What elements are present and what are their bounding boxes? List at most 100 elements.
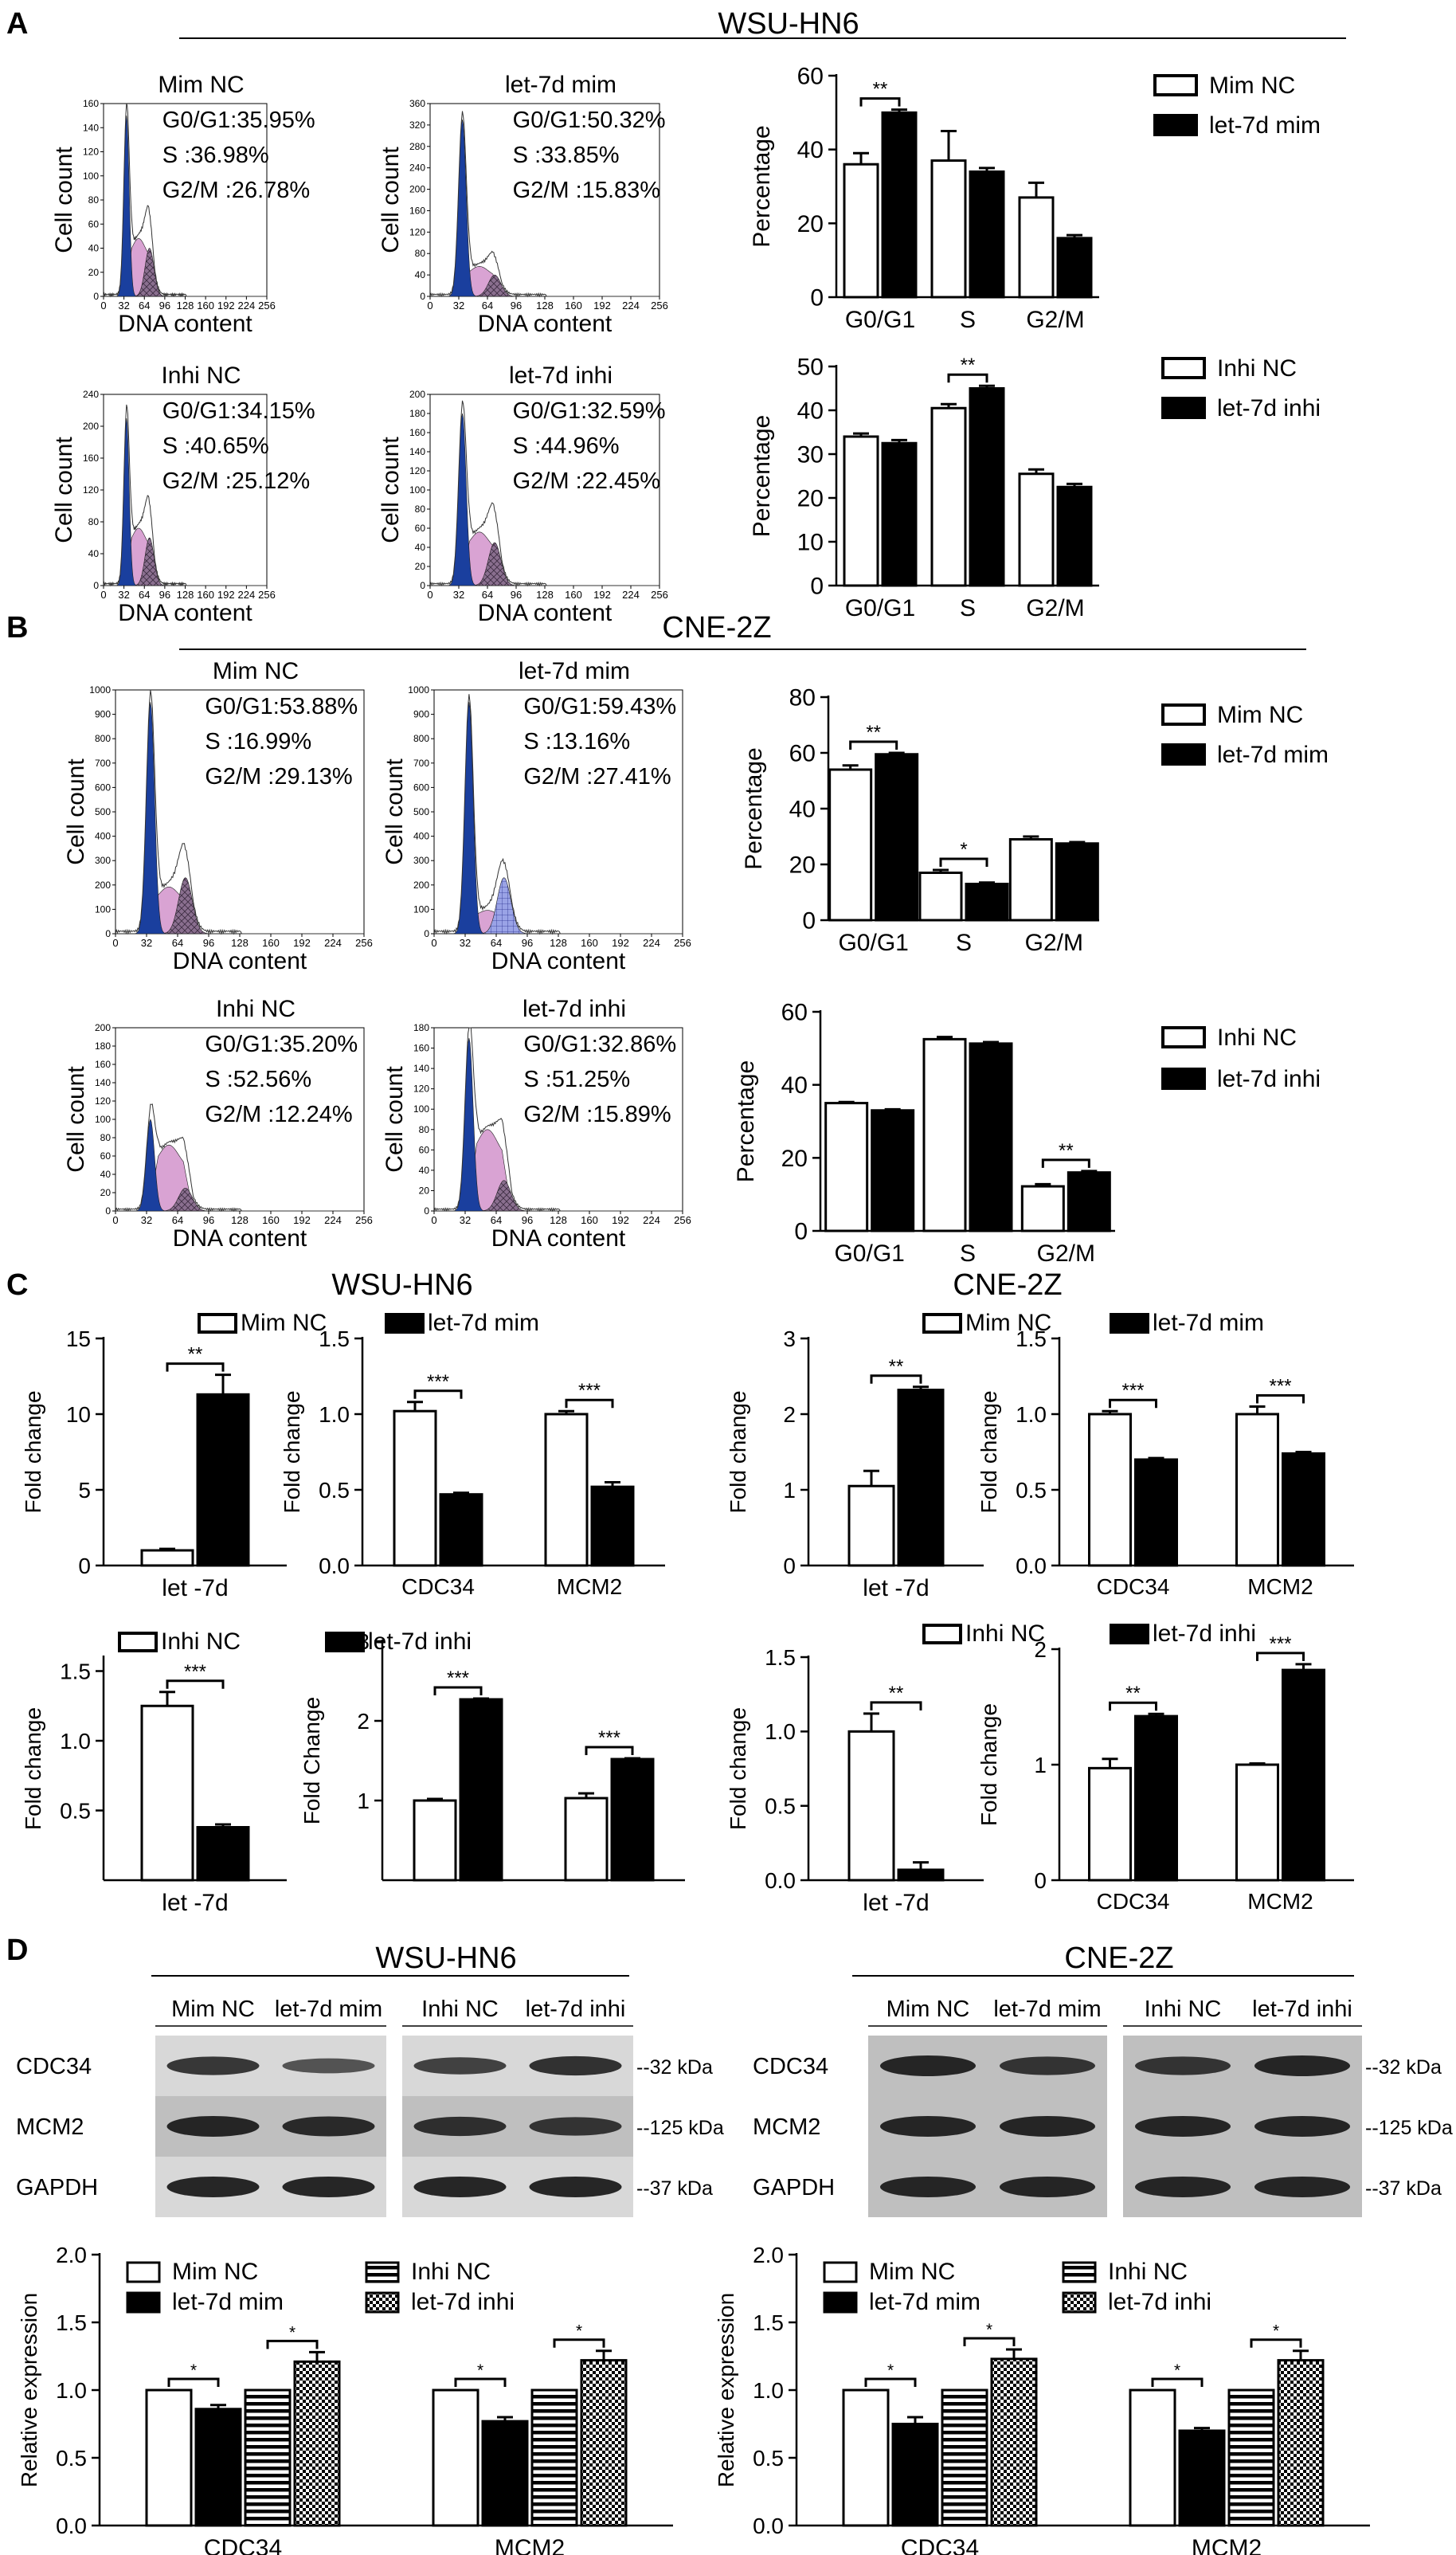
y-tick-label: 0.0 bbox=[319, 1554, 350, 1578]
x-axis-label: DNA content bbox=[118, 311, 252, 337]
protein-band bbox=[413, 2116, 507, 2137]
y-tick-label: 0.0 bbox=[1016, 1554, 1047, 1578]
legend-swatch bbox=[823, 2261, 858, 2283]
bar bbox=[1227, 2388, 1275, 2527]
y-axis-label: Relative expression bbox=[714, 2293, 738, 2487]
phase-percentage: G0/G1:50.32% bbox=[513, 108, 666, 133]
protein-label: GAPDH bbox=[753, 2175, 835, 2200]
legend-swatch bbox=[1161, 743, 1206, 766]
x-tick-label: 224 bbox=[324, 937, 342, 949]
chart-c-wsu-genes-mimic: 0.0 0.5 1.0 1.5 Fold change CDC34 MCM2 *** *** bbox=[280, 1326, 665, 1599]
y-tick-label: 0 bbox=[424, 928, 429, 939]
x-tick-label: 224 bbox=[622, 300, 640, 312]
bar bbox=[1056, 485, 1093, 587]
y-tick-label: 1.0 bbox=[753, 2378, 784, 2403]
y-tick-label: 20 bbox=[419, 1185, 430, 1196]
y-axis-label: Cell count bbox=[63, 758, 89, 865]
legend-swatch bbox=[1161, 1026, 1206, 1048]
x-tick-label: 224 bbox=[324, 1214, 342, 1226]
legend-swatch bbox=[365, 2291, 400, 2314]
significance-label: * bbox=[190, 2361, 197, 2380]
protein-band bbox=[529, 2177, 622, 2197]
bar bbox=[922, 1037, 967, 1232]
x-axis-label: DNA content bbox=[173, 1225, 307, 1252]
significance-bracket bbox=[870, 1701, 922, 1711]
y-tick-label: 2 bbox=[1034, 1637, 1047, 1662]
y-tick-label: 1.0 bbox=[1016, 1402, 1047, 1427]
y-tick-label: 40 bbox=[88, 243, 100, 254]
phase-percentage: G0/G1:59.43% bbox=[523, 694, 676, 719]
y-tick-label: 300 bbox=[413, 855, 429, 866]
y-tick-label: 0.5 bbox=[1016, 1478, 1047, 1503]
x-tick-label: 128 bbox=[231, 1214, 249, 1226]
protein-band bbox=[880, 2055, 976, 2076]
x-tick-label: 160 bbox=[197, 300, 214, 312]
lane-label: let-7d inhi bbox=[526, 1997, 626, 2022]
x-tick-label: 192 bbox=[217, 589, 235, 601]
x-tick-label: 192 bbox=[612, 937, 629, 949]
histogram-title: let-7d mim bbox=[519, 658, 630, 684]
phase-percentage: G0/G1:34.15% bbox=[162, 398, 315, 424]
y-tick-label: 180 bbox=[413, 1022, 429, 1033]
y-tick-label: 1.5 bbox=[56, 2310, 87, 2335]
x-tick-label: S bbox=[960, 307, 976, 333]
legend-swatch bbox=[1153, 74, 1198, 96]
molecular-weight-label: --32 kDa bbox=[636, 2056, 713, 2079]
y-tick-label: 1.5 bbox=[60, 1659, 91, 1683]
significance-label: ** bbox=[889, 1683, 904, 1704]
y-tick-label: 320 bbox=[409, 120, 425, 131]
legend-swatch bbox=[922, 1313, 962, 1334]
y-tick-label: 40 bbox=[797, 137, 824, 163]
y-tick-label: 80 bbox=[88, 194, 100, 206]
significance-label: ** bbox=[873, 79, 888, 100]
bar bbox=[1055, 842, 1099, 922]
y-tick-label: 160 bbox=[83, 98, 99, 109]
x-axis-label: DNA content bbox=[491, 1225, 626, 1252]
y-tick-label: 700 bbox=[95, 758, 111, 769]
histogram-a-let7d-inhi: 0 32 64 96 128 160 192 224 256 0 20 40 60 80 100 120 140… bbox=[378, 362, 668, 626]
x-tick-label: 64 bbox=[491, 1214, 502, 1226]
bar bbox=[590, 1485, 635, 1567]
histogram-outline bbox=[103, 103, 267, 298]
x-tick-label: 128 bbox=[550, 937, 567, 949]
panel-c-title-left: WSU-HN6 bbox=[331, 1268, 472, 1302]
chart-d-wsu-quantification: 0.0 0.5 1.0 1.5 2.0 Relative expression CDC34 M… bbox=[17, 2243, 673, 2555]
bar bbox=[930, 159, 967, 299]
y-tick-label: 60 bbox=[781, 1000, 808, 1026]
y-tick-label: 0 bbox=[105, 1205, 111, 1217]
lane-label: let-7d mim bbox=[993, 1997, 1101, 2022]
histogram-outline bbox=[433, 694, 683, 935]
y-tick-label: 1.5 bbox=[765, 1645, 796, 1670]
histogram-outline bbox=[103, 404, 267, 587]
phase-percentage: G2/M :26.78% bbox=[162, 178, 310, 203]
y-tick-label: 15 bbox=[66, 1326, 91, 1351]
bar bbox=[1235, 1763, 1279, 1882]
x-tick-label: 32 bbox=[118, 589, 129, 601]
x-tick-label: 0 bbox=[427, 589, 432, 601]
y-tick-label: 80 bbox=[419, 1124, 430, 1135]
significance-label: ** bbox=[1125, 1683, 1141, 1704]
lane-label: Mim NC bbox=[171, 1997, 255, 2022]
phase-percentage: G2/M :15.89% bbox=[523, 1102, 671, 1127]
molecular-weight-label: --37 kDa bbox=[636, 2177, 713, 2200]
y-tick-label: 0 bbox=[794, 1219, 808, 1245]
bar bbox=[1088, 1413, 1132, 1567]
y-tick-label: 10 bbox=[66, 1402, 91, 1427]
phase-percentage: S :52.56% bbox=[205, 1067, 311, 1092]
legend-swatch bbox=[1161, 1068, 1206, 1090]
histogram-outline bbox=[429, 111, 660, 298]
y-axis-label: Fold Change bbox=[299, 1697, 324, 1824]
x-tick-label: 96 bbox=[159, 589, 170, 601]
x-tick-label: 0 bbox=[431, 1214, 436, 1226]
lane-label: let-7d inhi bbox=[1252, 1997, 1352, 2022]
chart-a-top: 0 20 40 60 Percentage G0/G1 S G2/M ** Mim NC let-7… bbox=[749, 64, 1321, 334]
significance-bracket bbox=[454, 2377, 507, 2387]
y-tick-label: 100 bbox=[83, 170, 99, 182]
bar bbox=[965, 883, 1009, 922]
protein-band bbox=[282, 2116, 375, 2137]
bar bbox=[1067, 1171, 1111, 1232]
x-tick-label: 32 bbox=[141, 937, 152, 949]
y-tick-label: 900 bbox=[413, 709, 429, 720]
protein-band bbox=[1254, 2055, 1350, 2076]
